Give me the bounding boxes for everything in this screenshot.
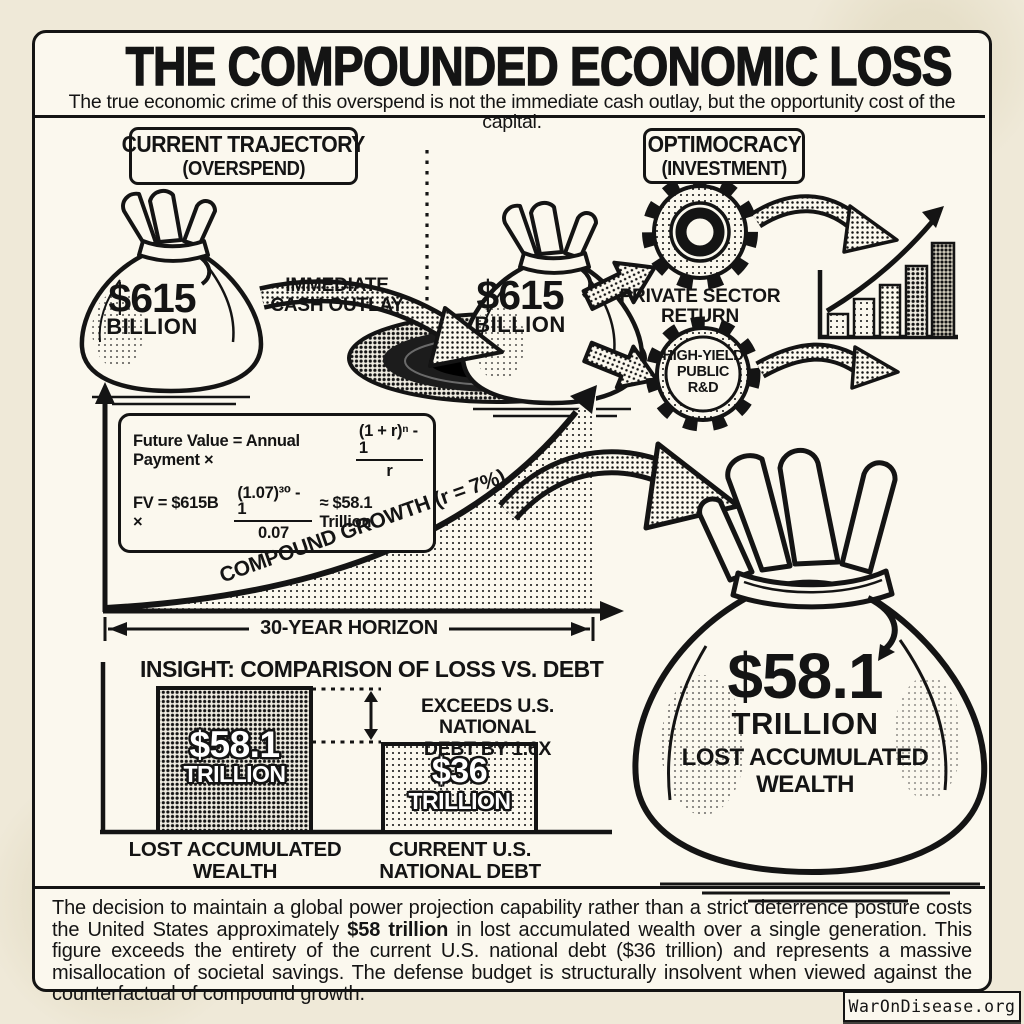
formula-line1-fraction: (1 + r)ⁿ - 1 r xyxy=(355,423,423,480)
formula-line2-fraction: (1.07)³⁰ - 1 0.07 xyxy=(234,484,313,542)
gear2-label-line2: PUBLIC xyxy=(676,364,730,381)
insight-bar2-label: CURRENT U.S. NATIONAL DEBT xyxy=(379,838,541,884)
return-arrow-icon xyxy=(755,342,900,390)
footer-text-bold: $58 trillion xyxy=(347,918,449,941)
gear2-label-line1: HIGH-YIELD xyxy=(662,348,744,364)
gear-icon xyxy=(645,316,761,432)
insight-bar2-unit: TRILLION xyxy=(408,788,511,814)
left-section-title: CURRENT TRAJECTORY xyxy=(121,131,366,157)
formula-line2-prefix: FV = $615B × xyxy=(133,493,219,531)
section-separator-dotted xyxy=(397,150,429,349)
footer-paragraph: The decision to maintain a global power … xyxy=(52,897,972,1006)
insight-bar1-unit: TRILLION xyxy=(183,761,286,787)
gear1-label: PRIVATE SECTOR RETURN xyxy=(612,287,788,327)
insight-annotation: EXCEEDS U.S. NATIONAL DEBT BY 1.6X xyxy=(385,695,590,760)
right-section-header: OPTIMOCRACY (INVESTMENT) xyxy=(643,128,805,184)
money-bag-icon xyxy=(79,188,264,406)
result-arrow-icon xyxy=(498,441,741,531)
insight-bar2-value: $36 xyxy=(431,752,488,790)
left-section-header: CURRENT TRAJECTORY (OVERSPEND) xyxy=(122,127,366,185)
cash-outlay-arrow-icon xyxy=(259,279,504,368)
gear1-label-line1: PRIVATE SECTOR xyxy=(619,286,781,307)
footer-divider xyxy=(34,886,985,889)
investment-arrow-icon xyxy=(581,260,657,311)
watermark-text: WarOnDisease.org xyxy=(848,997,1016,1016)
big-money-bag-icon xyxy=(632,447,988,903)
formula-line2: FV = $615B × (1.07)³⁰ - 1 0.07 ≈ $58.1 T… xyxy=(133,484,423,542)
big-bag-unit: TRILLION xyxy=(731,706,879,741)
right-bag-value: $615 xyxy=(476,272,564,318)
formula-box: Future Value = Annual Payment × (1 + r)ⁿ… xyxy=(118,413,436,553)
big-bag-caption: LOST ACCUMULATED WEALTH xyxy=(681,744,929,798)
horizon-label: 30-YEAR HORIZON xyxy=(249,616,449,641)
cash-outlay-line2: CASH OUTLAY xyxy=(270,294,404,316)
left-bag-unit: BILLION xyxy=(106,314,198,339)
gear-icon xyxy=(642,174,758,290)
right-bag-unit: BILLION xyxy=(474,312,566,337)
cash-outlay-line1: IMMEDIATE xyxy=(285,275,389,296)
big-bag-value: $58.1 xyxy=(727,640,883,712)
page-subtitle: The true economic crime of this overspen… xyxy=(68,91,956,134)
formula-line2-suffix: ≈ $58.1 Trillion xyxy=(319,493,373,531)
left-section-subtitle: (OVERSPEND) xyxy=(182,158,305,180)
investment-arrow-icon xyxy=(582,340,659,390)
footer-text-before: The decision to maintain a global power … xyxy=(52,897,972,941)
title-divider xyxy=(34,115,985,118)
formula-line1-prefix: Future Value = Annual Payment × xyxy=(133,432,300,470)
watermark-badge: WarOnDisease.org xyxy=(843,991,1021,1022)
right-section-subtitle: (INVESTMENT) xyxy=(661,158,787,180)
growth-bars-icon xyxy=(817,206,958,340)
insight-annotation-line2: DEBT BY 1.6X xyxy=(423,737,552,760)
right-section-title: OPTIMOCRACY xyxy=(647,131,801,157)
page-title: THE COMPOUNDED ECONOMIC LOSS xyxy=(125,35,953,97)
gear1-label-line2: RETURN xyxy=(661,305,739,327)
formula-line1: Future Value = Annual Payment × (1 + r)ⁿ… xyxy=(133,423,423,480)
insight-annotation-line1: EXCEEDS U.S. NATIONAL xyxy=(421,695,554,739)
footer-text-after: in lost accumulated wealth over a single… xyxy=(52,918,972,1005)
left-bag-value: $615 xyxy=(108,275,196,321)
cash-outlay-label: IMMEDIATE CASH OUTLAY xyxy=(262,276,412,316)
insight-title: INSIGHT: COMPARISON OF LOSS VS. DEBT xyxy=(140,656,604,682)
gear2-label: HIGH-YIELD PUBLIC R&D xyxy=(655,348,751,397)
insight-chart xyxy=(100,662,612,835)
return-arrow-icon xyxy=(750,194,899,254)
insight-bar1-value: $58.1 xyxy=(189,724,280,765)
insight-bar1-label: LOST ACCUMULATED WEALTH xyxy=(128,838,342,884)
compound-growth-chart xyxy=(95,382,624,621)
gear2-label-line3: R&D xyxy=(687,380,719,397)
